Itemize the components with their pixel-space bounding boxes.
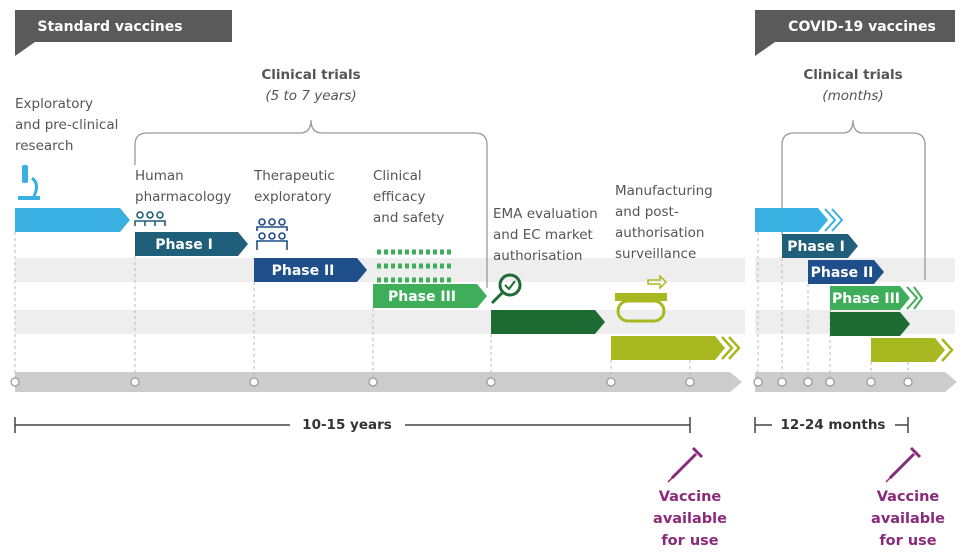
stage-label: pharmacology bbox=[135, 189, 231, 205]
clinical-trials-duration: (5 to 7 years) bbox=[265, 88, 356, 104]
manufacturing-arrow bbox=[611, 336, 725, 360]
clinical-trials-title: Clinical trials bbox=[261, 67, 360, 83]
standard-brace bbox=[134, 119, 488, 288]
phase-arrow bbox=[830, 286, 910, 310]
people-icon bbox=[134, 211, 166, 226]
timeline-bar bbox=[755, 372, 957, 392]
span-label: 12-24 months bbox=[781, 417, 886, 433]
stage-label: research bbox=[15, 138, 73, 154]
stage-label: authorisation bbox=[493, 248, 582, 264]
standard-tab bbox=[15, 10, 232, 56]
stage-label: exploratory bbox=[254, 189, 332, 205]
chevrons bbox=[906, 286, 924, 310]
available-label: Vaccine bbox=[877, 489, 940, 505]
exploratory-arrow bbox=[15, 208, 130, 232]
phase-label: Phase II bbox=[272, 263, 335, 279]
syringe-icon bbox=[885, 446, 922, 483]
stage-label: EMA evaluation bbox=[493, 206, 598, 222]
stage-label: Manufacturing bbox=[615, 183, 713, 199]
stage-label: and pre-clinical bbox=[15, 117, 118, 133]
phase-arrow bbox=[254, 258, 367, 282]
people-icon bbox=[377, 249, 451, 283]
conveyor-icon bbox=[615, 274, 668, 323]
stage-label: and post- bbox=[615, 204, 679, 220]
stage-label: and safety bbox=[373, 210, 444, 226]
covid-tab-label: COVID-19 vaccines bbox=[788, 19, 936, 35]
phase-arrow bbox=[808, 260, 884, 284]
available-label: for use bbox=[879, 533, 936, 549]
stage-label: efficacy bbox=[373, 189, 425, 205]
span-line bbox=[14, 417, 909, 433]
phase-label: Phase I bbox=[787, 239, 845, 255]
span-label: 10-15 years bbox=[302, 417, 392, 433]
chevrons bbox=[941, 338, 954, 362]
chevrons bbox=[721, 336, 741, 360]
phase-label: Phase III bbox=[832, 291, 900, 307]
available-label: available bbox=[871, 511, 945, 527]
stage-label: Clinical bbox=[373, 168, 422, 184]
phase-arrow bbox=[782, 234, 858, 258]
available-label: available bbox=[653, 511, 727, 527]
ema-arrow bbox=[491, 310, 605, 334]
phase-label: Phase II bbox=[811, 265, 874, 281]
clinical-trials-title: Clinical trials bbox=[803, 67, 902, 83]
timeline-dots bbox=[10, 377, 913, 387]
stage-label: Human bbox=[135, 168, 184, 184]
stage-label: Exploratory bbox=[15, 96, 93, 112]
stage-label: Therapeutic bbox=[253, 168, 335, 184]
phase-label: Phase I bbox=[155, 237, 213, 253]
manufacturing-arrow bbox=[871, 338, 945, 362]
available-label: Vaccine bbox=[659, 489, 722, 505]
stage-label: authorisation bbox=[615, 225, 704, 241]
phase-label: Phase III bbox=[388, 289, 456, 305]
available-label: for use bbox=[661, 533, 718, 549]
dashed-guides bbox=[14, 232, 909, 382]
stage-label: and EC market bbox=[493, 227, 593, 243]
microscope-icon bbox=[18, 165, 40, 200]
covid-brace bbox=[781, 119, 926, 280]
band bbox=[15, 310, 745, 334]
covid-tab bbox=[755, 10, 955, 56]
people-icon bbox=[256, 218, 288, 250]
phase-arrow bbox=[135, 232, 248, 256]
phase-arrow bbox=[373, 284, 487, 308]
clinical-trials-duration: (months) bbox=[822, 88, 883, 104]
standard-tab-label: Standard vaccines bbox=[37, 19, 182, 35]
syringe-icon bbox=[667, 446, 704, 483]
chevrons bbox=[824, 208, 844, 232]
ema-arrow bbox=[830, 312, 910, 336]
magnifier-icon bbox=[490, 273, 522, 305]
stage-label: surveillance bbox=[615, 246, 696, 262]
timeline-bar bbox=[15, 372, 742, 392]
exploratory-arrow bbox=[755, 208, 828, 232]
